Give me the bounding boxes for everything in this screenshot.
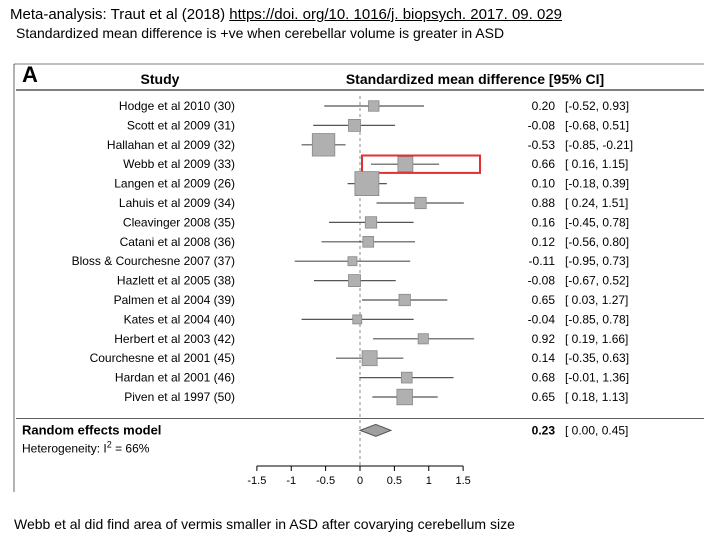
study-marker <box>401 372 412 383</box>
study-marker <box>349 275 361 287</box>
study-marker <box>312 134 335 157</box>
study-marker <box>418 334 428 344</box>
smd-value: -0.11 <box>529 254 556 268</box>
ci-value: [-0.01, 1.36] <box>565 371 629 385</box>
x-tick: 1.5 <box>455 475 470 487</box>
ci-value: [-0.67, 0.52] <box>565 274 629 288</box>
panel-label: A <box>22 62 38 87</box>
summary-ci: [ 0.00, 0.45] <box>565 423 628 437</box>
study-label: Hazlett et al 2005 (38) <box>117 274 235 288</box>
study-label: Scott et al 2009 (31) <box>127 118 235 132</box>
study-label: Kates et al 2004 (40) <box>124 312 235 326</box>
ci-value: [ 0.03, 1.27] <box>565 293 628 307</box>
study-marker <box>365 217 376 228</box>
study-marker <box>355 172 379 196</box>
random-effects-label: Random effects model <box>22 422 161 437</box>
smd-value: 0.66 <box>532 157 556 171</box>
study-label: Langen et al 2009 (26) <box>114 177 235 191</box>
smd-value: 0.20 <box>532 99 556 113</box>
smd-value: 0.12 <box>532 235 556 249</box>
study-label: Lahuis et al 2009 (34) <box>119 196 235 210</box>
title-prefix: Meta-analysis: Traut et al (2018) <box>10 6 229 23</box>
footer-note: Webb et al did find area of vermis small… <box>14 516 515 532</box>
study-marker <box>363 236 374 247</box>
smd-value: 0.65 <box>532 390 556 404</box>
ci-value: [-0.52, 0.93] <box>565 99 629 113</box>
study-marker <box>397 389 413 405</box>
ci-value: [-0.85, 0.78] <box>565 312 629 326</box>
ci-value: [-0.45, 0.78] <box>565 215 629 229</box>
summary-smd: 0.23 <box>532 423 556 437</box>
study-marker <box>362 351 377 366</box>
smd-value: 0.68 <box>532 371 556 385</box>
ci-value: [ 0.16, 1.15] <box>565 157 628 171</box>
smd-value: -0.04 <box>528 312 556 326</box>
study-marker <box>369 101 380 112</box>
study-marker <box>349 119 361 131</box>
study-marker <box>353 315 362 324</box>
subtitle: Standardized mean difference is +ve when… <box>0 25 720 45</box>
smd-value: 0.88 <box>532 196 556 210</box>
x-tick: -1.5 <box>247 475 266 487</box>
smd-value: 0.14 <box>532 351 556 365</box>
ci-value: [ 0.24, 1.51] <box>565 196 628 210</box>
x-tick: 1 <box>426 475 432 487</box>
study-label: Palmen et al 2004 (39) <box>114 293 235 307</box>
study-label: Hardan et al 2001 (46) <box>115 371 235 385</box>
study-label: Webb et al 2009 (33) <box>123 157 235 171</box>
ci-value: [-0.56, 0.80] <box>565 235 629 249</box>
ci-value: [-0.85, -0.21] <box>565 138 633 152</box>
ci-value: [-0.95, 0.73] <box>565 254 629 268</box>
ci-value: [-0.18, 0.39] <box>565 177 629 191</box>
smd-value: 0.92 <box>532 332 556 346</box>
smd-value: -0.08 <box>528 274 556 288</box>
x-tick: -1 <box>286 475 296 487</box>
summary-diamond <box>360 424 391 436</box>
study-label: Courchesne et al 2001 (45) <box>90 351 235 365</box>
study-label: Hallahan et al 2009 (32) <box>107 138 235 152</box>
x-tick: 0 <box>357 475 363 487</box>
study-label: Bloss & Courchesne 2007 (37) <box>72 254 235 268</box>
heterogeneity: Heterogeneity: I2 = 66% <box>22 439 150 455</box>
study-label: Hodge et al 2010 (30) <box>119 99 235 113</box>
forest-plot: A Study Standardized mean difference [95% … <box>10 54 710 494</box>
ci-value: [-0.68, 0.51] <box>565 118 629 132</box>
study-label: Piven et al 1997 (50) <box>124 390 235 404</box>
study-label: Herbert et al 2003 (42) <box>114 332 235 346</box>
doi-link[interactable]: https://doi. org/10. 1016/j. biopsych. 2… <box>229 6 562 23</box>
smd-value: 0.16 <box>532 215 556 229</box>
study-marker <box>348 257 357 266</box>
study-label: Cleavinger 2008 (35) <box>123 215 235 229</box>
header-study: Study <box>141 71 180 87</box>
study-marker <box>398 157 413 172</box>
study-label: Catani et al 2008 (36) <box>120 235 235 249</box>
title: Meta-analysis: Traut et al (2018) https:… <box>0 0 720 25</box>
ci-value: [-0.35, 0.63] <box>565 351 629 365</box>
x-tick: 0.5 <box>387 475 402 487</box>
smd-value: 0.10 <box>532 177 556 191</box>
smd-value: 0.65 <box>532 293 556 307</box>
ci-value: [ 0.18, 1.13] <box>565 390 628 404</box>
study-marker <box>415 197 426 208</box>
header-smd: Standardized mean difference [95% CI] <box>346 71 604 87</box>
smd-value: -0.53 <box>528 138 556 152</box>
ci-value: [ 0.19, 1.66] <box>565 332 628 346</box>
study-marker <box>399 294 410 305</box>
smd-value: -0.08 <box>528 118 556 132</box>
x-tick: -0.5 <box>316 475 335 487</box>
